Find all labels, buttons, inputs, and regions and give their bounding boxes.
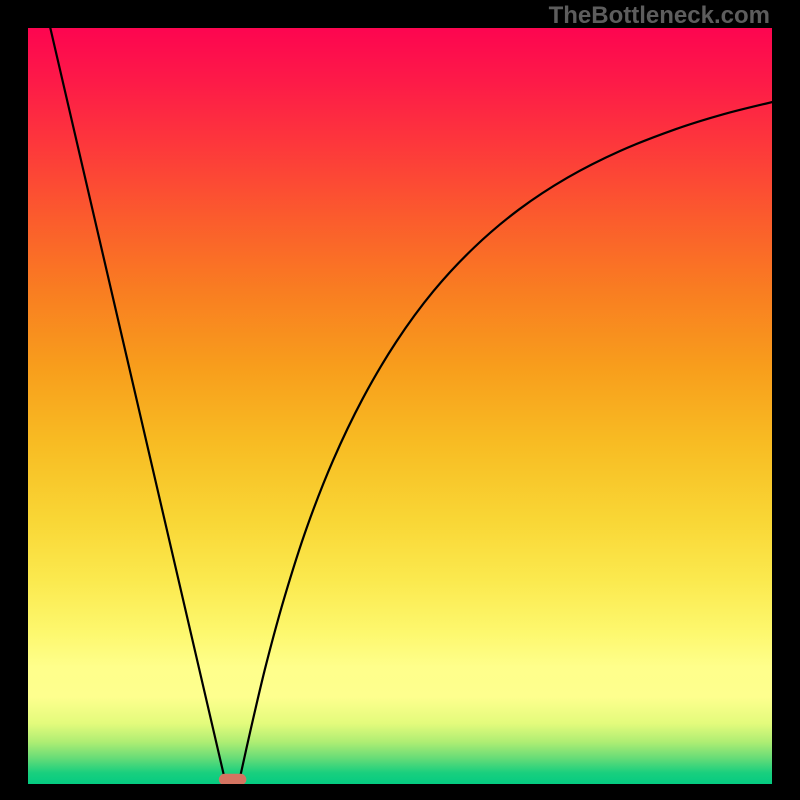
watermark: TheBottleneck.com: [549, 2, 770, 30]
gradient-background: [28, 28, 772, 784]
bottleneck-marker: [219, 774, 247, 784]
plot-area: [28, 28, 772, 784]
chart-svg: [28, 28, 772, 784]
